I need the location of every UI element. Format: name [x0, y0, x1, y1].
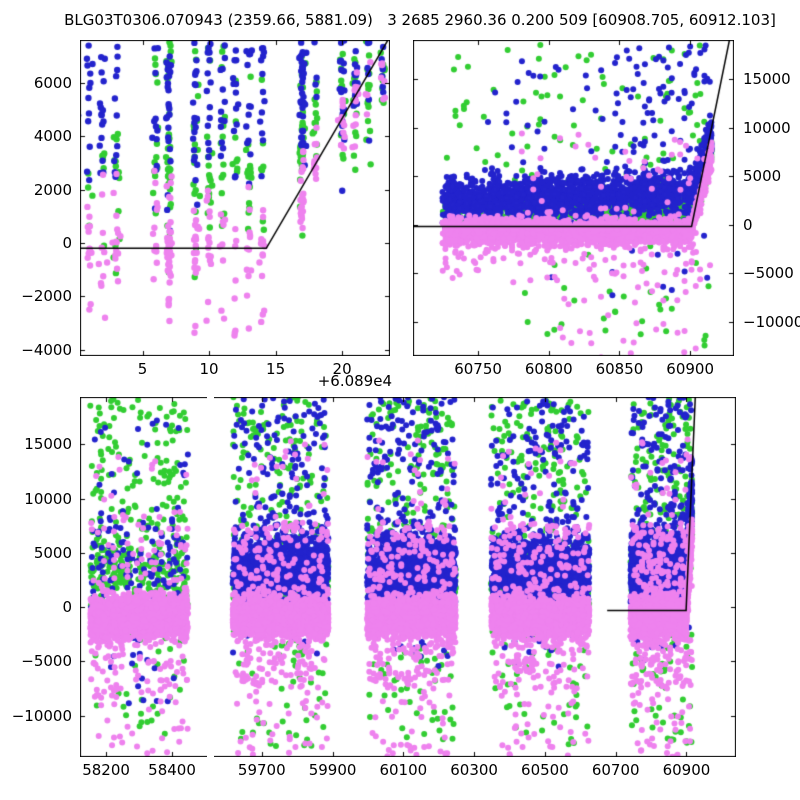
scatter-panel-top-left — [80, 40, 390, 356]
x-tick-label-top-left: 5 — [137, 360, 148, 378]
y-tick-label-top-left: 0 — [62, 234, 72, 253]
y-tick-label-bottom-left: 5000 — [33, 543, 72, 562]
y-tick-label-top-left: 2000 — [33, 180, 72, 199]
figure-title: BLG03T0306.070943 (2359.66, 5881.09) 3 2… — [64, 11, 776, 29]
x-tick-label-bottom-right: 60300 — [450, 761, 498, 779]
scatter-panel-bottom-right — [214, 397, 736, 757]
x-tick-label-top-left: 20 — [332, 360, 352, 378]
scatter-panel-bottom-left — [80, 397, 207, 757]
y-tick-label-top-right: 5000 — [743, 167, 782, 186]
scatter-panel-top-right — [413, 40, 734, 356]
y-tick-label-bottom-left: 0 — [62, 598, 72, 617]
x-tick-label-top-right: 60900 — [666, 360, 715, 378]
x-tick-label-bottom-right: 60100 — [379, 761, 428, 779]
x-tick-label-bottom-right: 60900 — [662, 761, 711, 779]
y-tick-label-top-left: −2000 — [21, 287, 72, 306]
x-tick-label-top-right: 60850 — [595, 360, 644, 378]
x-axis-offset-label: +6.089e4 — [317, 372, 392, 390]
y-tick-label-top-left: −4000 — [21, 340, 72, 359]
y-tick-label-top-left: 4000 — [33, 127, 72, 146]
x-tick-label-bottom-right: 59700 — [237, 761, 286, 779]
y-tick-label-bottom-left: 15000 — [24, 435, 72, 454]
y-tick-label-top-left: 6000 — [33, 74, 72, 93]
x-tick-label-bottom-right: 60500 — [521, 761, 569, 779]
x-tick-label-top-right: 60750 — [454, 360, 502, 378]
x-tick-label-top-right: 60800 — [524, 360, 573, 378]
x-tick-label-bottom-left: 58200 — [82, 761, 130, 779]
y-tick-label-top-right: 0 — [743, 215, 753, 234]
y-tick-label-bottom-left: −10000 — [11, 706, 72, 725]
y-tick-label-top-right: −10000 — [743, 313, 800, 332]
x-tick-label-bottom-right: 59900 — [308, 761, 357, 779]
x-tick-label-top-left: 10 — [199, 360, 219, 378]
x-tick-label-top-left: 15 — [266, 360, 286, 378]
y-tick-label-top-right: 15000 — [743, 70, 791, 89]
x-tick-label-bottom-left: 58400 — [148, 761, 196, 779]
x-tick-label-bottom-right: 60700 — [591, 761, 640, 779]
y-tick-label-bottom-left: −5000 — [21, 652, 72, 671]
y-tick-label-top-right: 10000 — [743, 118, 791, 137]
y-tick-label-top-right: −5000 — [743, 264, 794, 283]
y-tick-label-bottom-left: 10000 — [24, 489, 72, 508]
